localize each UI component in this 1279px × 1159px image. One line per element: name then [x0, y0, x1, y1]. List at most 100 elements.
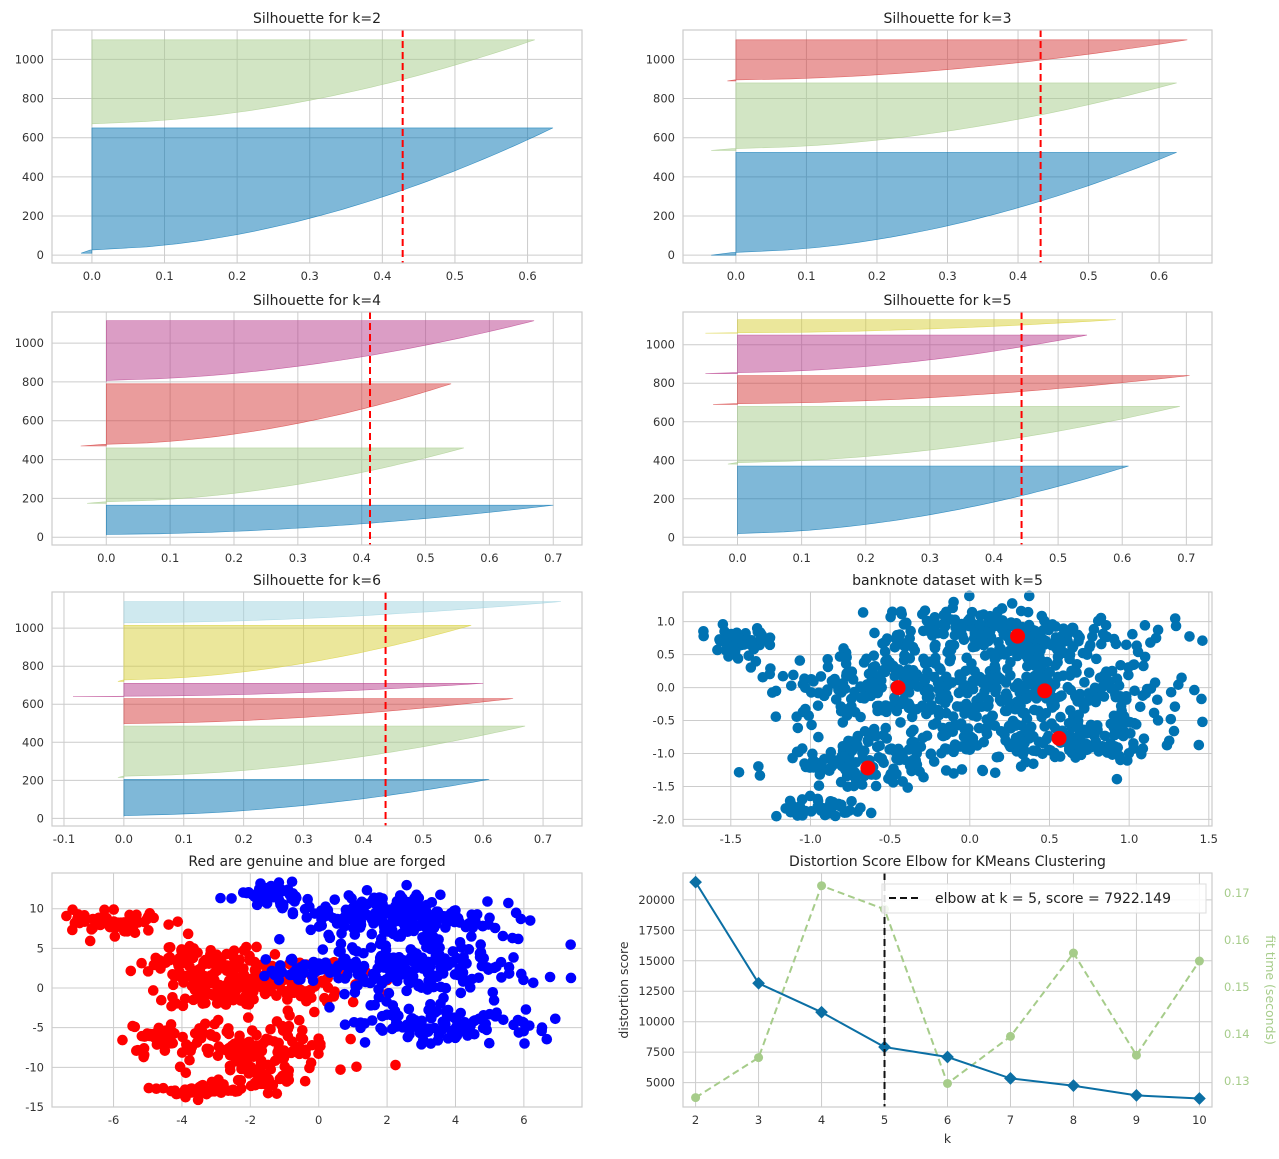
forged-point: [274, 960, 286, 971]
data-point: [889, 641, 901, 653]
forged-point: [520, 1004, 532, 1015]
forged-point: [536, 1022, 548, 1033]
forged-point: [466, 931, 477, 942]
forged-point: [484, 912, 495, 924]
data-point: [994, 694, 1006, 705]
genuine-point: [67, 924, 78, 936]
genuine-point: [328, 991, 340, 1002]
forged-point: [289, 896, 300, 907]
data-point: [844, 805, 856, 816]
forged-point: [369, 999, 381, 1011]
chart-title: Silhouette for k=6: [253, 573, 381, 589]
y-tick-label: 15000: [638, 954, 675, 968]
data-point: [967, 709, 979, 721]
data-point: [903, 698, 915, 709]
data-point: [1127, 628, 1138, 640]
x-tick-label: 4: [452, 1113, 459, 1127]
genuine-point: [167, 991, 178, 1003]
data-point: [925, 704, 937, 716]
data-point: [870, 780, 882, 792]
x-tick-label: 6: [944, 1113, 951, 1127]
genuine-point: [188, 994, 199, 1006]
plot-scatter_k5: -1.5 -1.0 -0.5 0.0 0.5 1.0 1.5 -2.0 -1.5 -1.0 -0.5…: [653, 573, 1218, 846]
data-point: [880, 655, 891, 667]
data-point: [993, 636, 1004, 648]
data-point: [956, 621, 968, 633]
data-point: [1007, 620, 1019, 632]
data-point: [859, 726, 871, 737]
silhouette-cluster-3: [72, 683, 484, 697]
data-point: [1128, 743, 1139, 754]
genuine-point: [172, 916, 184, 927]
data-point: [1023, 727, 1034, 739]
fit-time-marker: [943, 1078, 952, 1088]
genuine-point: [249, 1044, 260, 1056]
data-point: [1055, 711, 1066, 723]
forged-point: [409, 909, 421, 921]
forged-point: [407, 971, 419, 982]
forged-point: [482, 896, 493, 907]
y-tick-label: 0: [37, 530, 44, 544]
data-point: [812, 700, 824, 711]
data-point: [904, 653, 916, 664]
data-point: [1020, 756, 1031, 768]
forged-point: [413, 892, 425, 904]
genuine-point: [319, 992, 330, 1004]
forged-point: [260, 954, 272, 965]
forged-point: [497, 1014, 509, 1026]
data-point: [907, 754, 919, 766]
genuine-point: [136, 957, 147, 969]
data-point: [813, 731, 824, 743]
data-point: [942, 646, 953, 658]
x-tick-label: 0.5: [416, 551, 434, 565]
data-point: [1196, 693, 1207, 705]
data-point: [1013, 644, 1025, 656]
data-point: [841, 710, 853, 721]
cluster-center: [1037, 683, 1053, 699]
forged-point: [308, 963, 319, 974]
data-point: [918, 653, 929, 665]
data-point: [1108, 633, 1120, 645]
y-tick-label: 0: [37, 811, 44, 825]
data-point: [921, 625, 933, 636]
forged-point: [483, 964, 494, 975]
y-tick-label: 0: [668, 248, 675, 262]
data-point: [934, 662, 945, 674]
forged-point: [456, 942, 467, 953]
genuine-point: [205, 988, 217, 1000]
data-point: [975, 610, 986, 621]
data-point: [748, 643, 760, 655]
forged-point: [301, 912, 313, 923]
data-point: [791, 711, 802, 723]
plot-frame: [51, 29, 583, 264]
y-tick-label: -1.0: [653, 746, 675, 760]
data-point: [848, 780, 860, 792]
genuine-point: [250, 978, 261, 989]
y-tick-label: 200: [22, 491, 44, 505]
data-point: [1015, 605, 1027, 617]
data-point: [932, 677, 944, 689]
data-point: [988, 650, 1000, 661]
x-tick-label: 0.3: [289, 551, 307, 565]
forged-point: [338, 959, 350, 971]
x-tick-label: 0.1: [792, 551, 810, 565]
genuine-point: [118, 917, 130, 928]
data-point: [746, 635, 757, 646]
forged-point: [350, 914, 361, 925]
x-tick-label: 0.5: [446, 269, 464, 283]
genuine-point: [131, 909, 142, 921]
forged-point: [361, 884, 373, 896]
data-point: [841, 766, 852, 777]
data-point: [884, 744, 895, 755]
data-point: [722, 644, 733, 656]
genuine-point: [179, 993, 191, 1005]
data-point: [1120, 690, 1132, 702]
data-point: [841, 668, 852, 679]
genuine-point: [87, 913, 99, 925]
data-point: [830, 755, 841, 766]
fit-time-marker: [1131, 1050, 1141, 1060]
data-point: [745, 662, 757, 673]
y-tick-label: 1000: [15, 621, 44, 635]
data-point: [1099, 730, 1111, 742]
forged-point: [434, 1026, 445, 1037]
